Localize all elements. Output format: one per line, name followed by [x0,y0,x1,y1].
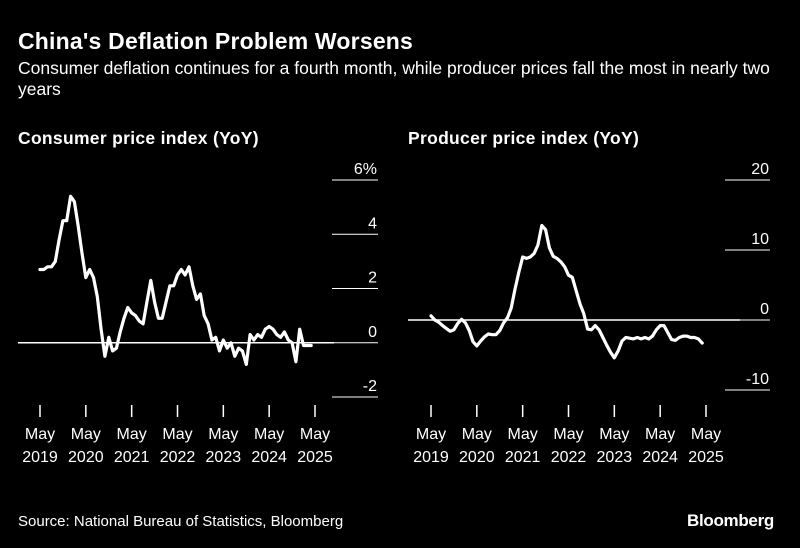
chart-subtitle: Consumer deflation continues for a fourt… [18,58,770,99]
x-tick-label: May 2025 [688,426,724,466]
cpi-chart: 6% 4 2 0 -2 May 2019 May 2020 May 2021 May 2022 May 20… [18,161,378,466]
x-tick-label: May 2022 [160,426,196,466]
y-tick-label: 4 [368,215,377,232]
ppi-panel-title: Producer price index (YoY) [408,128,640,148]
y-tick-label: 10 [751,231,769,248]
x-tick-label: May 2025 [297,426,333,466]
x-tick-label: May 2019 [22,426,58,466]
bloomberg-logo: Bloomberg [686,511,774,530]
x-tick-label: May 2021 [505,426,541,466]
x-tick-label: May 2021 [114,426,150,466]
x-tick-label: May 2020 [68,426,104,466]
y-tick-label: -2 [363,378,377,395]
y-tick-label: 2 [368,270,377,287]
x-tick-label: May 2023 [206,426,242,466]
ppi-series-line [429,223,704,360]
y-tick-label: -10 [746,371,769,388]
cpi-series-line [38,194,313,366]
x-tick-label: May 2022 [551,426,587,466]
chart-title: China's Deflation Problem Worsens [18,28,414,54]
x-tick-label: May 2020 [459,426,495,466]
ppi-chart: 20 10 0 -10 May 2019 May 2020 May 2021 May 2022 May 2… [408,161,770,466]
y-tick-label: 0 [368,324,377,341]
x-tick-label: May 2024 [251,426,287,466]
y-tick-label: 6% [354,161,377,178]
y-tick-label: 0 [760,301,769,318]
source-note: Source: National Bureau of Statistics, B… [18,513,344,530]
y-tick-label: 20 [751,161,769,178]
cpi-panel-title: Consumer price index (YoY) [18,128,259,148]
x-tick-label: May 2023 [597,426,633,466]
x-tick-label: May 2019 [413,426,449,466]
x-tick-label: May 2024 [642,426,678,466]
